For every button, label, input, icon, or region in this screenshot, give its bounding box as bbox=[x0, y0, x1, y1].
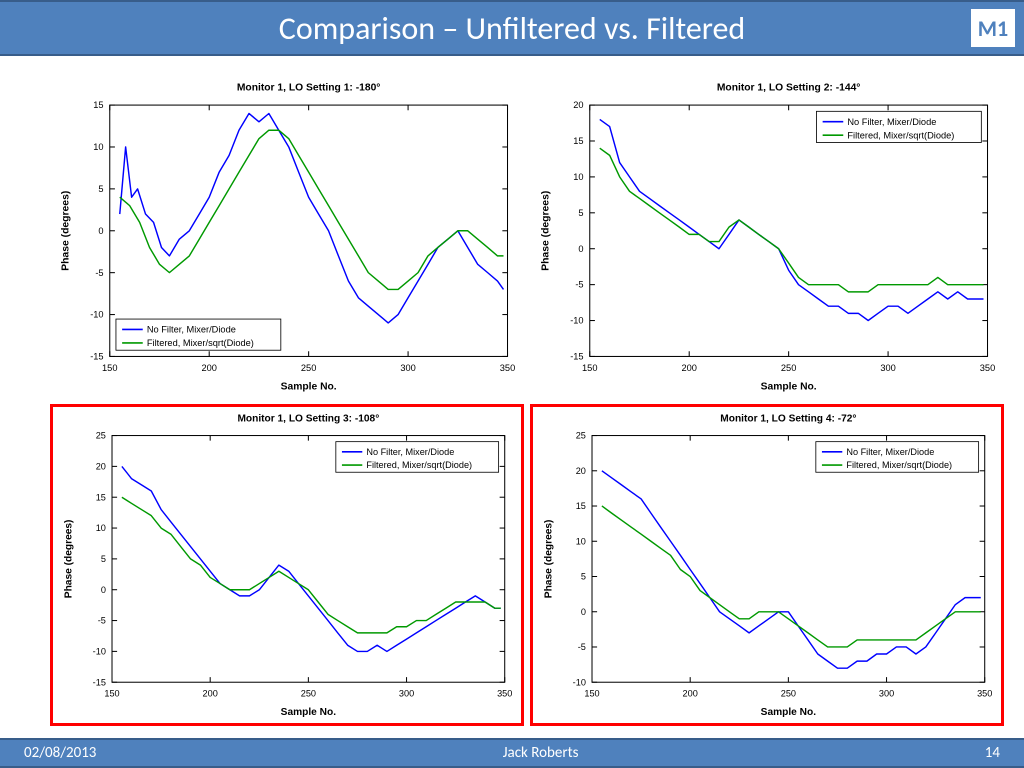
svg-text:No Filter, Mixer/Diode: No Filter, Mixer/Diode bbox=[366, 447, 454, 457]
chart-grid: 150200250300350-15-10-5051015Monitor 1, … bbox=[50, 76, 1004, 726]
svg-text:300: 300 bbox=[399, 688, 414, 698]
svg-text:150: 150 bbox=[584, 688, 599, 698]
svg-text:Sample No.: Sample No. bbox=[761, 707, 817, 718]
svg-text:No Filter, Mixer/Diode: No Filter, Mixer/Diode bbox=[847, 117, 936, 127]
svg-text:20: 20 bbox=[573, 100, 583, 110]
svg-text:15: 15 bbox=[573, 136, 583, 146]
footer-date: 02/08/2013 bbox=[24, 744, 96, 762]
svg-text:20: 20 bbox=[576, 466, 586, 476]
svg-text:-10: -10 bbox=[90, 310, 103, 320]
svg-text:Phase (degrees): Phase (degrees) bbox=[543, 520, 554, 599]
svg-text:-5: -5 bbox=[578, 642, 586, 652]
svg-text:5: 5 bbox=[98, 184, 103, 194]
svg-text:Sample No.: Sample No. bbox=[761, 382, 817, 393]
svg-text:300: 300 bbox=[880, 363, 895, 373]
svg-text:-15: -15 bbox=[570, 352, 583, 362]
content-area: 150200250300350-15-10-5051015Monitor 1, … bbox=[0, 56, 1024, 738]
footer-author: Jack Roberts bbox=[503, 744, 579, 762]
svg-text:-10: -10 bbox=[570, 316, 583, 326]
svg-text:-10: -10 bbox=[573, 677, 586, 687]
svg-text:Filtered, Mixer/sqrt(Diode): Filtered, Mixer/sqrt(Diode) bbox=[147, 338, 254, 348]
svg-text:15: 15 bbox=[96, 492, 106, 502]
svg-text:Monitor 1, LO Setting 3: -108°: Monitor 1, LO Setting 3: -108° bbox=[237, 413, 379, 424]
svg-text:0: 0 bbox=[578, 244, 583, 254]
svg-text:5: 5 bbox=[581, 572, 586, 582]
chart-panel-2: 150 200 250 300 350 -15 -10 -5 0 5 10 15 20 Monitor 1… bbox=[530, 76, 1004, 398]
svg-text:150: 150 bbox=[582, 363, 597, 373]
svg-text:-5: -5 bbox=[575, 280, 583, 290]
svg-text:20: 20 bbox=[96, 461, 106, 471]
svg-text:300: 300 bbox=[400, 363, 415, 373]
svg-text:0: 0 bbox=[581, 607, 586, 617]
svg-text:10: 10 bbox=[93, 142, 103, 152]
svg-text:Phase (degrees): Phase (degrees) bbox=[61, 191, 72, 271]
svg-text:150: 150 bbox=[102, 363, 117, 373]
svg-text:-10: -10 bbox=[93, 646, 106, 656]
svg-text:350: 350 bbox=[980, 363, 995, 373]
svg-text:250: 250 bbox=[301, 688, 316, 698]
slide-header: Comparison – Unfiltered vs. Filtered M1 bbox=[0, 0, 1024, 56]
svg-text:No Filter, Mixer/Diode: No Filter, Mixer/Diode bbox=[147, 325, 236, 335]
svg-text:Monitor 1, LO Setting 1: -180°: Monitor 1, LO Setting 1: -180° bbox=[237, 83, 381, 94]
svg-text:15: 15 bbox=[576, 501, 586, 511]
svg-text:Monitor 1, LO Setting 2: -144°: Monitor 1, LO Setting 2: -144° bbox=[717, 83, 861, 94]
svg-text:Phase (degrees): Phase (degrees) bbox=[541, 191, 552, 271]
svg-text:Phase (degrees): Phase (degrees) bbox=[63, 520, 74, 599]
slide-title: Comparison – Unfiltered vs. Filtered bbox=[279, 9, 745, 48]
svg-text:0: 0 bbox=[101, 585, 106, 595]
chart-panel-4: 150 200 250 300 350 -10 -5 0 5 10 15 20 25 Monitor 1,… bbox=[530, 404, 1004, 726]
svg-text:5: 5 bbox=[101, 554, 106, 564]
svg-text:Filtered, Mixer/sqrt(Diode): Filtered, Mixer/sqrt(Diode) bbox=[366, 460, 472, 470]
svg-text:200: 200 bbox=[201, 363, 216, 373]
svg-text:-5: -5 bbox=[95, 268, 103, 278]
svg-text:Sample No.: Sample No. bbox=[281, 382, 337, 393]
svg-text:15: 15 bbox=[93, 100, 103, 110]
svg-text:300: 300 bbox=[879, 688, 894, 698]
svg-text:350: 350 bbox=[500, 363, 515, 373]
svg-text:-15: -15 bbox=[93, 677, 106, 687]
chart-panel-1: 150 200 250 300 350 -15 -10 -5 0 5 10 15 Monitor 1, … bbox=[50, 76, 524, 398]
svg-text:25: 25 bbox=[96, 431, 106, 441]
svg-text:200: 200 bbox=[683, 688, 698, 698]
svg-text:0: 0 bbox=[98, 226, 103, 236]
svg-text:Monitor 1, LO Setting 4: -72°: Monitor 1, LO Setting 4: -72° bbox=[720, 413, 856, 424]
svg-text:350: 350 bbox=[977, 688, 992, 698]
svg-text:250: 250 bbox=[301, 363, 316, 373]
monitor-badge: M1 bbox=[968, 6, 1018, 50]
svg-text:-5: -5 bbox=[98, 616, 106, 626]
svg-text:10: 10 bbox=[576, 536, 586, 546]
svg-text:200: 200 bbox=[681, 363, 696, 373]
svg-text:25: 25 bbox=[576, 431, 586, 441]
svg-text:10: 10 bbox=[96, 523, 106, 533]
svg-text:No Filter, Mixer/Diode: No Filter, Mixer/Diode bbox=[846, 447, 934, 457]
svg-text:250: 250 bbox=[781, 688, 796, 698]
svg-text:250: 250 bbox=[781, 363, 796, 373]
chart-panel-3: 150 200 250 300 350 -15 -10 -5 0 5 10 15 20 25 Monitor… bbox=[50, 404, 524, 726]
svg-text:10: 10 bbox=[573, 172, 583, 182]
svg-text:200: 200 bbox=[203, 688, 218, 698]
slide-footer: 02/08/2013 Jack Roberts 14 bbox=[0, 738, 1024, 768]
svg-text:Filtered, Mixer/sqrt(Diode): Filtered, Mixer/sqrt(Diode) bbox=[846, 460, 952, 470]
svg-text:150: 150 bbox=[104, 688, 119, 698]
footer-page: 14 bbox=[985, 744, 1000, 762]
svg-text:Sample No.: Sample No. bbox=[281, 707, 337, 718]
svg-text:5: 5 bbox=[578, 208, 583, 218]
svg-text:Filtered, Mixer/sqrt(Diode): Filtered, Mixer/sqrt(Diode) bbox=[847, 130, 954, 140]
svg-text:-15: -15 bbox=[90, 352, 103, 362]
svg-text:350: 350 bbox=[497, 688, 512, 698]
